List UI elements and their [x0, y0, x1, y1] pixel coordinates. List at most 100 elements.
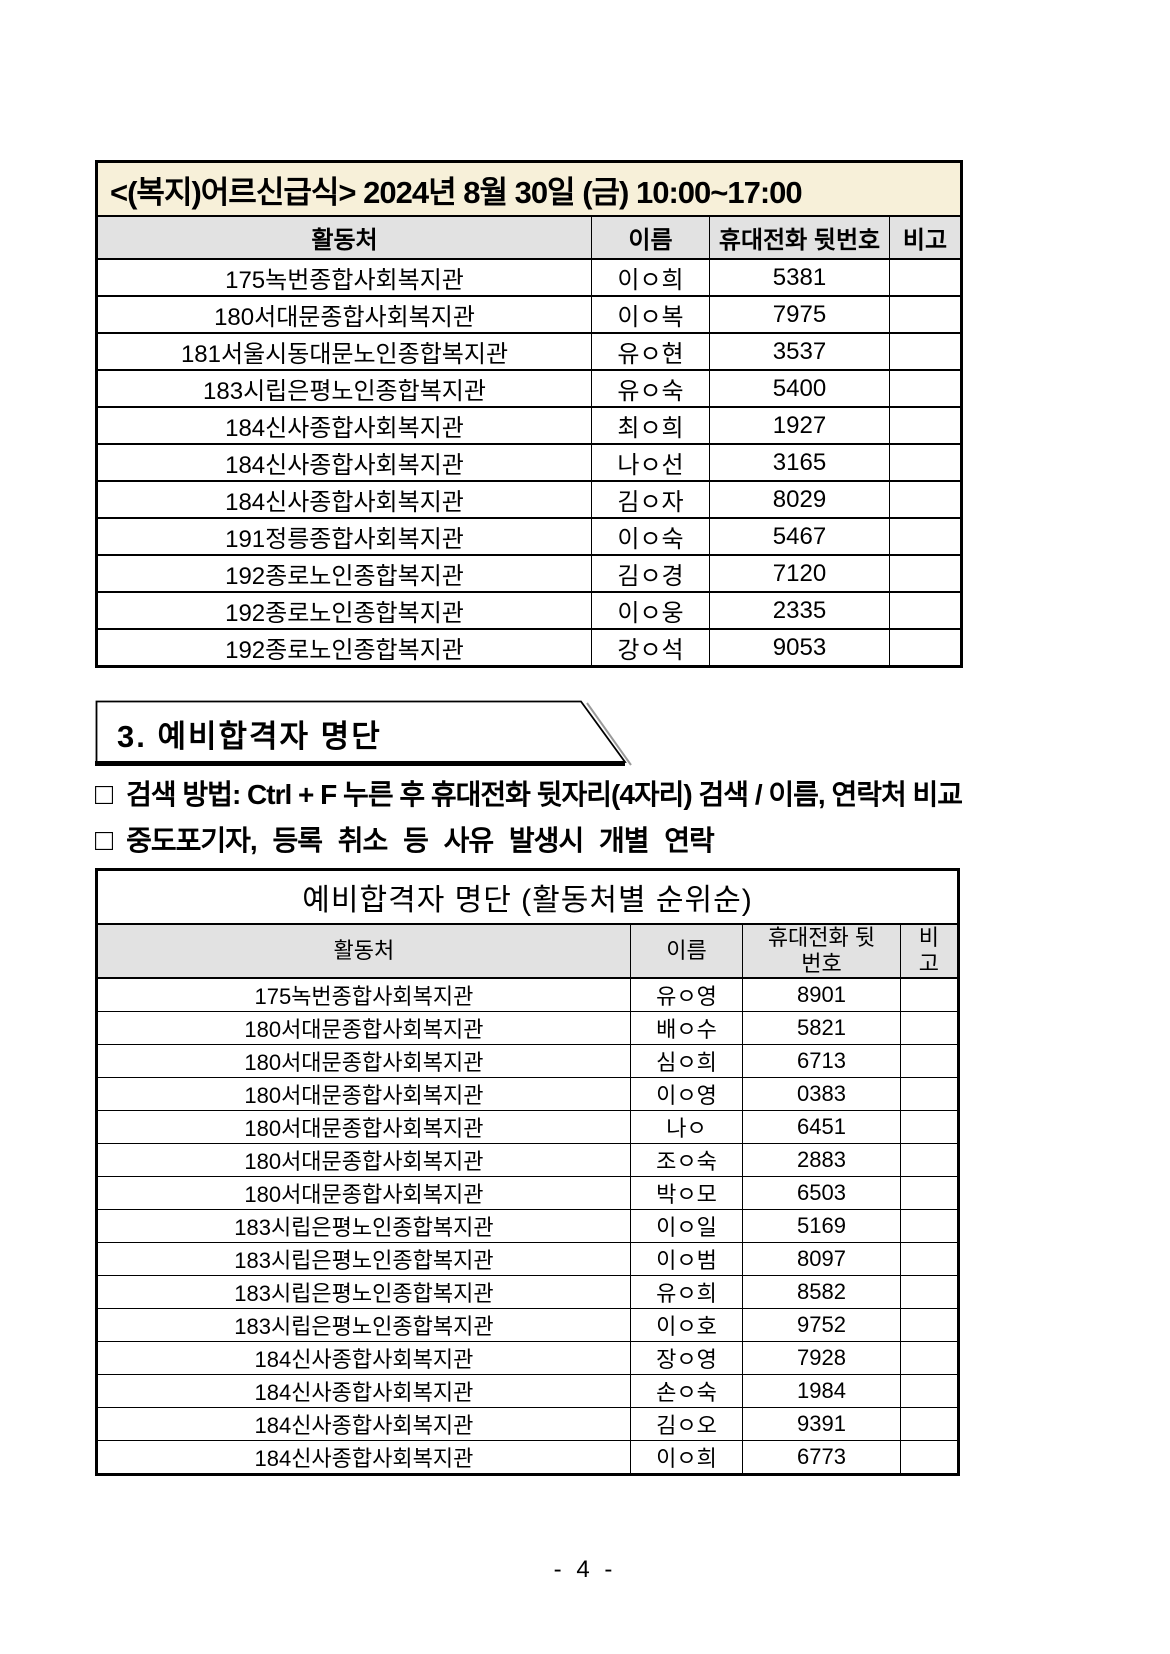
table-cell: 6451	[742, 1109, 901, 1144]
table-row: 192종로노인종합복지관 강ㅇ석 9053	[96, 628, 963, 667]
table-cell: 7928	[742, 1340, 901, 1375]
table-cell: 184신사종합사회복지관	[96, 406, 592, 445]
table-cell: 2883	[742, 1142, 901, 1177]
meal-service-table-body: 175녹번종합사회복지관 이ㅇ희 5381 180서대문종합사회복지관 이ㅇ복 7975 1…	[96, 258, 963, 667]
table-cell: 1927	[709, 406, 890, 445]
table-cell: 6713	[742, 1043, 901, 1078]
table-cell: 5400	[709, 369, 890, 408]
table-cell: 손ㅇ숙	[629, 1373, 744, 1408]
table-cell: 유ㅇ숙	[591, 369, 710, 408]
table-cell: 180서대문종합사회복지관	[96, 1109, 631, 1144]
table-cell: 이ㅇ숙	[591, 517, 710, 556]
note-individual-contact: □ 중도포기자, 등록 취소 등 사유 발생시 개별 연락	[95, 820, 1105, 866]
table-cell: 180서대문종합사회복지관	[96, 1043, 631, 1078]
table-cell	[899, 1175, 960, 1210]
waitlist-table-header-row: 활동처 이름 휴대전화 뒷 번호 비 고	[96, 923, 960, 979]
table-cell: 김ㅇ자	[591, 480, 710, 519]
table-cell: 유ㅇ현	[591, 332, 710, 371]
table-cell	[899, 1373, 960, 1408]
table-cell: 184신사종합사회복지관	[96, 1340, 631, 1375]
table-cell	[899, 1340, 960, 1375]
table-cell: 180서대문종합사회복지관	[96, 1175, 631, 1210]
table-cell	[899, 1142, 960, 1177]
table-cell	[899, 1439, 960, 1475]
table-cell: 배ㅇ수	[629, 1010, 744, 1045]
table-cell: 7120	[709, 554, 890, 593]
table-cell: 이ㅇ호	[629, 1307, 744, 1342]
table-cell: 6503	[742, 1175, 901, 1210]
section3-title: 3. 예비합격자 명단	[117, 719, 382, 754]
meal-service-table-header-row: 활동처 이름 휴대전화 뒷번호 비고	[96, 215, 963, 260]
table-cell: 이ㅇ복	[591, 295, 710, 334]
table-row: 180서대문종합사회복지관 배ㅇ수 5821	[96, 1010, 960, 1045]
meal-service-table: <(복지)어르신급식> 2024년 8월 30일 (금) 10:00~17:00…	[95, 160, 964, 668]
table-cell: 장ㅇ영	[629, 1340, 744, 1375]
table-cell: 184신사종합사회복지관	[96, 1373, 631, 1408]
column-header-name: 이름	[629, 923, 744, 979]
table-cell: 180서대문종합사회복지관	[96, 1010, 631, 1045]
table-cell: 9053	[709, 628, 890, 667]
table-cell: 9391	[742, 1406, 901, 1441]
table-row: 180서대문종합사회복지관 나ㅇ 6451	[96, 1109, 960, 1144]
table-row: 183시립은평노인종합복지관 이ㅇ호 9752	[96, 1307, 960, 1342]
column-header-phone-last-digits: 휴대전화 뒷번호	[709, 215, 890, 260]
table-cell: 184신사종합사회복지관	[96, 1406, 631, 1441]
table-row: 192종로노인종합복지관 김ㅇ경 7120	[96, 554, 963, 593]
table-cell: 이ㅇ희	[629, 1439, 744, 1475]
table-cell: 이ㅇ웅	[591, 591, 710, 630]
table-cell: 8582	[742, 1274, 901, 1309]
table-cell: 8901	[742, 977, 901, 1012]
table-cell: 나ㅇ선	[591, 443, 710, 482]
table-cell: 유ㅇ희	[629, 1274, 744, 1309]
column-header-note: 비고	[888, 215, 963, 260]
table-row: 184신사종합사회복지관 나ㅇ선 3165	[96, 443, 963, 482]
table-row: 180서대문종합사회복지관 이ㅇ영 0383	[96, 1076, 960, 1111]
table-cell: 유ㅇ영	[629, 977, 744, 1012]
column-header-activity-place: 활동처	[96, 923, 631, 979]
table-cell: 175녹번종합사회복지관	[96, 258, 592, 297]
table-row: 184신사종합사회복지관 장ㅇ영 7928	[96, 1340, 960, 1375]
note-search-method: □ 검색 방법: Ctrl + F 누른 후 휴대전화 뒷자리(4자리) 검색 /…	[95, 774, 1105, 820]
table-cell: 184신사종합사회복지관	[96, 1439, 631, 1475]
waitlist-table-title-row: 예비합격자 명단 (활동처별 순위순)	[96, 869, 959, 925]
table-row: 175녹번종합사회복지관 유ㅇ영 8901	[96, 977, 960, 1012]
table-cell	[899, 977, 960, 1012]
table-cell: 184신사종합사회복지관	[96, 480, 592, 519]
table-cell: 이ㅇ영	[629, 1076, 744, 1111]
waitlist-table-body: 175녹번종합사회복지관 유ㅇ영 8901 180서대문종합사회복지관 배ㅇ수 5821 1…	[96, 977, 960, 1475]
table-cell	[899, 1208, 960, 1243]
table-cell: 1984	[742, 1373, 901, 1408]
table-cell: 7975	[709, 295, 890, 334]
table-cell	[888, 443, 963, 482]
table-row: 184신사종합사회복지관 김ㅇ자 8029	[96, 480, 963, 519]
section3-banner-shape	[95, 700, 632, 766]
table-cell: 180서대문종합사회복지관	[96, 1076, 631, 1111]
waitlist-table: 예비합격자 명단 (활동처별 순위순) 활동처 이름 휴대전화 뒷 번호 비 고…	[95, 868, 960, 1476]
table-cell: 나ㅇ	[629, 1109, 744, 1144]
table-row: 175녹번종합사회복지관 이ㅇ희 5381	[96, 258, 963, 297]
table-row: 191정릉종합사회복지관 이ㅇ숙 5467	[96, 517, 963, 556]
waitlist-table-section: 예비합격자 명단 (활동처별 순위순) 활동처 이름 휴대전화 뒷 번호 비 고…	[95, 868, 960, 1476]
table-cell: 192종로노인종합복지관	[96, 591, 592, 630]
table-cell: 175녹번종합사회복지관	[96, 977, 631, 1012]
note-individual-contact-text: 중도포기자, 등록 취소 등 사유 발생시 개별 연락	[126, 825, 715, 856]
table-cell: 183시립은평노인종합복지관	[96, 1274, 631, 1309]
table-cell: 192종로노인종합복지관	[96, 628, 592, 667]
table-row: 181서울시동대문노인종합복지관 유ㅇ현 3537	[96, 332, 963, 371]
table-cell: 181서울시동대문노인종합복지관	[96, 332, 592, 371]
meal-service-table-section: <(복지)어르신급식> 2024년 8월 30일 (금) 10:00~17:00…	[95, 160, 964, 668]
table-cell	[899, 1010, 960, 1045]
table-row: 180서대문종합사회복지관 이ㅇ복 7975	[96, 295, 963, 334]
table-cell: 8097	[742, 1241, 901, 1276]
table-cell	[888, 628, 963, 667]
table-row: 184신사종합사회복지관 최ㅇ희 1927	[96, 406, 963, 445]
note-search-method-text: 검색 방법: Ctrl + F 누른 후 휴대전화 뒷자리(4자리) 검색 / …	[126, 779, 963, 810]
table-cell	[899, 1307, 960, 1342]
table-cell	[888, 406, 963, 445]
waitlist-table-title: 예비합격자 명단 (활동처별 순위순)	[96, 869, 959, 925]
table-cell: 183시립은평노인종합복지관	[96, 369, 592, 408]
table-cell: 강ㅇ석	[591, 628, 710, 667]
table-cell: 이ㅇ범	[629, 1241, 744, 1276]
checkbox-square-icon: □	[95, 824, 113, 857]
table-cell: 5381	[709, 258, 890, 297]
